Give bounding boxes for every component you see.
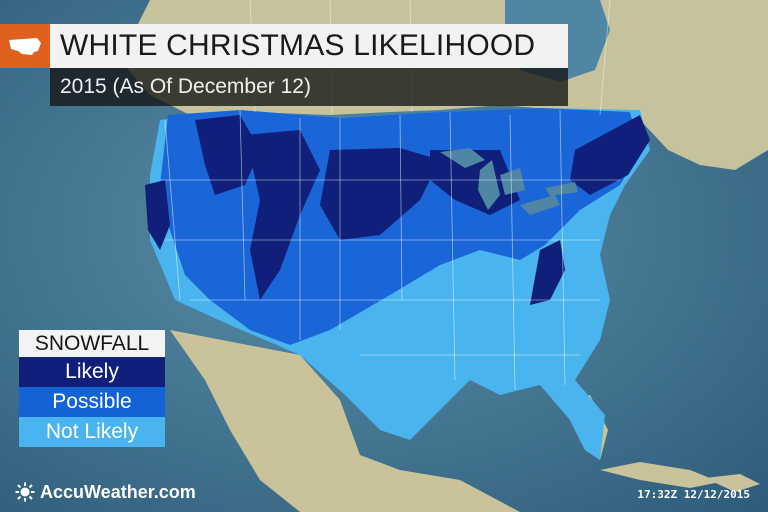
timestamp: 17:32Z 12/12/2015 (637, 488, 750, 501)
brand-name: AccuWeather.com (40, 481, 196, 502)
region-likely-northwest (195, 115, 260, 195)
region-likely-plains (320, 148, 440, 240)
sun-logo-icon (15, 482, 35, 502)
region-likely-appalachia (530, 240, 565, 305)
legend-item-possible: Possible (19, 387, 165, 417)
legend-item-likely: Likely (19, 357, 165, 387)
legend: SNOWFALL Likely Possible Not Likely (19, 330, 165, 447)
legend-item-not-likely: Not Likely (19, 417, 165, 447)
legend-heading: SNOWFALL (19, 330, 165, 357)
page-title: WHITE CHRISTMAS LIKELIHOOD (50, 24, 568, 68)
great-lakes (440, 148, 578, 215)
us-map-icon (0, 24, 50, 68)
region-likely-rockies (245, 130, 320, 300)
hispaniola-land (705, 474, 760, 492)
brand-logo: AccuWeather.com (15, 480, 196, 504)
cuba-land (600, 462, 720, 488)
region-likely-midwest (430, 150, 520, 215)
mexico-land (170, 330, 520, 512)
region-likely-newengland (570, 115, 650, 195)
region-likely-cascades (145, 180, 170, 250)
page-subtitle: 2015 (As Of December 12) (50, 68, 568, 106)
